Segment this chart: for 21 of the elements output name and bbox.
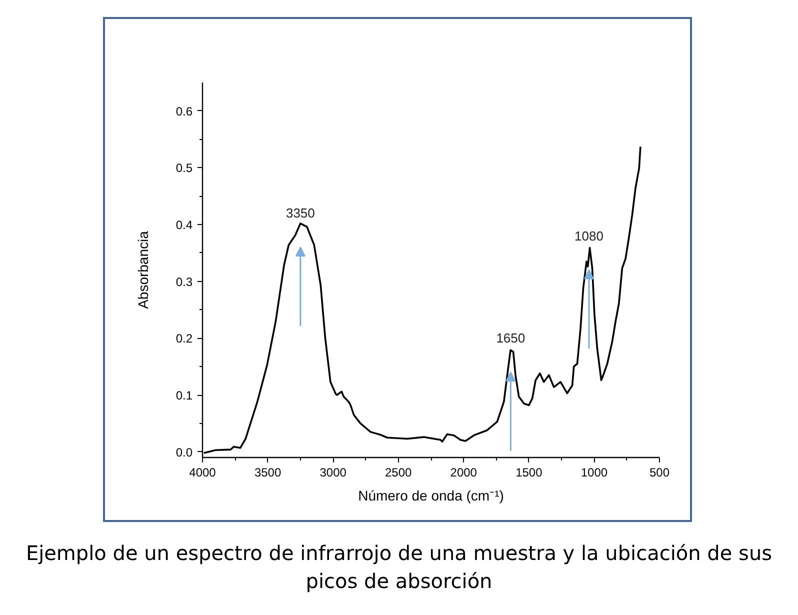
- x-tick-label: 3000: [320, 466, 347, 480]
- annotation: 1080: [574, 228, 604, 244]
- y-tick-label: 0.1: [176, 388, 193, 402]
- x-tick-label: 3500: [254, 466, 282, 480]
- y-tick-label: 0.6: [176, 104, 193, 118]
- y-tick-label: 0.5: [176, 161, 193, 176]
- x-tick-label: 2000: [450, 466, 478, 480]
- y-axis-title: Absorbancia: [134, 230, 151, 309]
- y-tick-label: 0.4: [176, 218, 193, 232]
- y-tick-label: 0.3: [176, 274, 193, 289]
- annotation: 3350: [286, 206, 315, 221]
- y-tick-label: 0.0: [176, 445, 193, 460]
- x-tick-label: 1500: [516, 466, 543, 480]
- x-tick-label: 4000: [189, 466, 216, 480]
- x-axis-title: Número de onda (cm⁻¹): [358, 488, 504, 504]
- y-tick-label: 0.2: [176, 332, 193, 346]
- x-tick-label: 2500: [385, 466, 412, 480]
- annotation: 1650: [496, 330, 526, 346]
- x-tick-label: 500: [649, 466, 670, 480]
- x-tick-label: 1000: [580, 466, 608, 480]
- text: Ejemplo de un espectro de infrarrojo de una muestra y la ubicación de sus picos de absorción: [24, 540, 774, 595]
